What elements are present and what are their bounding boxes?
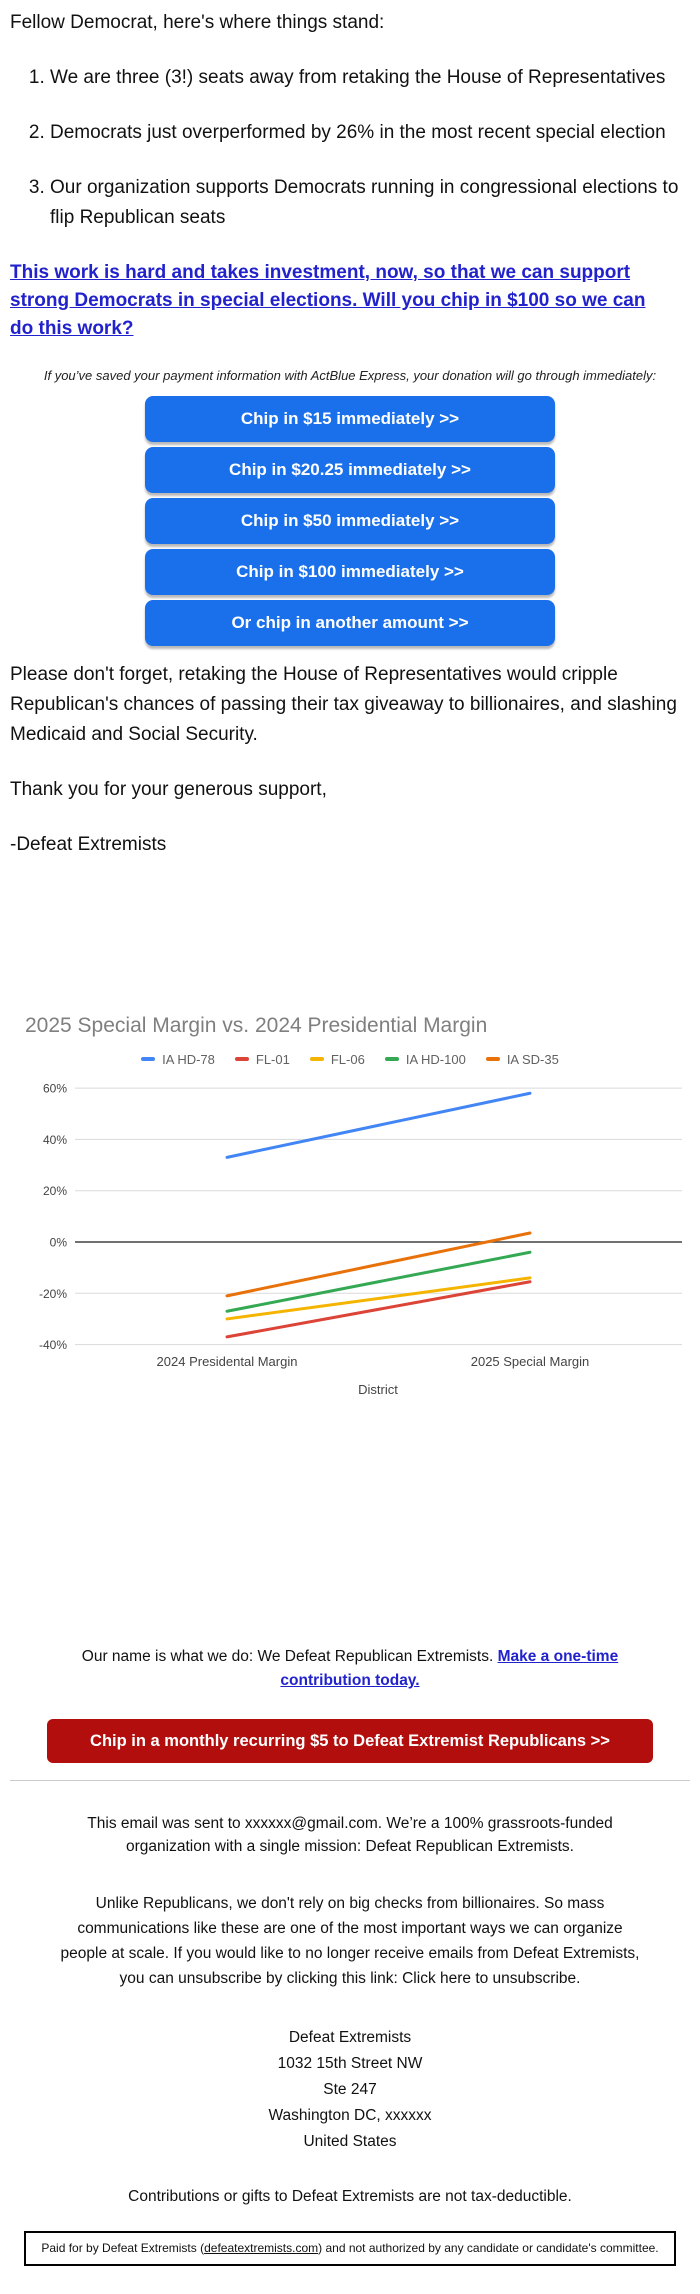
legend-swatch: [309, 1057, 324, 1061]
monthly-recurring-button[interactable]: Chip in a monthly recurring $5 to Defeat…: [47, 1719, 653, 1763]
list-item: We are three (3!) seats away from retaki…: [50, 63, 690, 93]
chip-in-link-line[interactable]: This work is hard and takes investment, …: [10, 262, 631, 283]
chip-in-other-amount-button[interactable]: Or chip in another amount >>: [145, 600, 555, 646]
address-block: Defeat Extremists 1032 15th Street NW St…: [10, 2025, 690, 2155]
chip-in-15-button[interactable]: Chip in $15 immediately >>: [145, 396, 555, 442]
chart-legend: IA HD-78 FL-01 FL-06 IA HD-100 IA SD-35: [10, 1051, 690, 1067]
svg-text:-20%: -20%: [39, 1287, 67, 1301]
margin-chart-plot: 60% 40% 20% 0% -20% -40% 2024 Presidental Marg…: [39, 1082, 682, 1397]
one-time-contribution-link[interactable]: contribution today.: [280, 1672, 420, 1689]
svg-text:0%: 0%: [50, 1236, 68, 1250]
address-country: United States: [303, 2133, 397, 2150]
chip-in-link-line[interactable]: do this work?: [10, 318, 134, 339]
legend-item: FL-06: [309, 1051, 365, 1067]
chip-in-20-25-button[interactable]: Chip in $20.25 immediately >>: [145, 447, 555, 493]
divider: [10, 1780, 690, 1781]
unsubscribe-line[interactable]: you can unsubscribe by clicking this lin…: [119, 1970, 581, 1987]
email-footer: Our name is what we do: We Defeat Republ…: [10, 1645, 690, 2266]
greeting-text: Fellow Democrat, here's where things sta…: [10, 12, 385, 33]
unsubscribe-line: people at scale. If you would like to no…: [60, 1945, 640, 1962]
reminder-paragraph: Please don't forget, retaking the House …: [10, 664, 677, 745]
sent-to-paragraph: This email was sent to xxxxxx@gmail.com.…: [10, 1812, 690, 1858]
legend-label: IA HD-78: [162, 1051, 215, 1067]
one-time-contribution-link[interactable]: Make a one-time: [497, 1648, 619, 1665]
legend-label: FL-06: [330, 1051, 365, 1067]
svg-text:District: District: [358, 1382, 398, 1397]
donation-button-stack: Chip in $15 immediately >> Chip in $20.2…: [145, 396, 555, 646]
legend-label: IA SD-35: [506, 1051, 559, 1067]
address-org-name: Defeat Extremists: [288, 2029, 412, 2046]
svg-text:20%: 20%: [43, 1184, 67, 1198]
disclaimer-text: Paid for by Defeat Extremists (: [41, 2241, 205, 2255]
address-street: 1032 15th Street NW: [277, 2055, 423, 2072]
legend-swatch: [234, 1057, 249, 1061]
sent-to-line: This email was sent to xxxxxx@gmail.com.…: [87, 1815, 613, 1832]
legend-swatch: [485, 1057, 500, 1061]
list-item: Democrats just overperformed by 26% in t…: [50, 118, 690, 148]
address-city: Washington DC, xxxxxx: [268, 2107, 432, 2124]
legend-swatch: [141, 1057, 156, 1061]
paid-for-disclaimer-box: Paid for by Defeat Extremists (defeatext…: [24, 2231, 676, 2266]
svg-text:2024 Presidental Margin: 2024 Presidental Margin: [157, 1354, 298, 1369]
legend-label: IA HD-100: [405, 1051, 466, 1067]
sent-to-line: organization with a single mission: Defe…: [126, 1838, 574, 1855]
address-suite: Ste 247: [323, 2081, 377, 2098]
svg-text:40%: 40%: [43, 1133, 67, 1147]
chip-in-50-button[interactable]: Chip in $50 immediately >>: [145, 498, 555, 544]
svg-text:-40%: -40%: [39, 1338, 67, 1352]
mission-text: Our name is what we do: We Defeat Republ…: [81, 1648, 498, 1665]
actblue-express-note: If you’ve saved your payment information…: [43, 368, 657, 383]
unsubscribe-line: communications like these are one of the…: [77, 1920, 623, 1937]
legend-swatch: [384, 1057, 399, 1061]
disclaimer-text: ) and not authorized by any candidate or…: [318, 2241, 659, 2255]
svg-text:60%: 60%: [43, 1082, 67, 1096]
unsubscribe-line: Unlike Republicans, we don't rely on big…: [95, 1895, 605, 1912]
thanks-paragraph: Thank you for your generous support,: [10, 779, 327, 800]
chip-in-link[interactable]: This work is hard and takes investment, …: [10, 259, 690, 343]
legend-label: FL-01: [255, 1051, 290, 1067]
chip-in-link-line[interactable]: strong Democrats in special elections. W…: [10, 290, 646, 311]
margin-chart: 2025 Special Margin vs. 2024 Presidentia…: [10, 1013, 690, 1405]
key-points-list: We are three (3!) seats away from retaki…: [10, 63, 690, 233]
mission-paragraph: Our name is what we do: We Defeat Republ…: [40, 1645, 660, 1693]
legend-item: IA SD-35: [485, 1051, 559, 1067]
svg-text:2025 Special Margin: 2025 Special Margin: [471, 1354, 590, 1369]
list-item: Our organization supports Democrats runn…: [50, 173, 690, 233]
defeatextremists-link[interactable]: defeatextremists.com: [204, 2241, 319, 2255]
legend-item: FL-01: [234, 1051, 290, 1067]
tax-deductible-note: Contributions or gifts to Defeat Extremi…: [128, 2188, 572, 2205]
chip-in-100-button[interactable]: Chip in $100 immediately >>: [145, 549, 555, 595]
signature-text: -Defeat Extremists: [10, 834, 167, 855]
legend-item: IA HD-78: [141, 1052, 215, 1067]
chart-title: 2025 Special Margin vs. 2024 Presidentia…: [25, 1014, 488, 1037]
legend-item: IA HD-100: [384, 1051, 466, 1067]
unsubscribe-paragraph: Unlike Republicans, we don't rely on big…: [10, 1891, 690, 1991]
